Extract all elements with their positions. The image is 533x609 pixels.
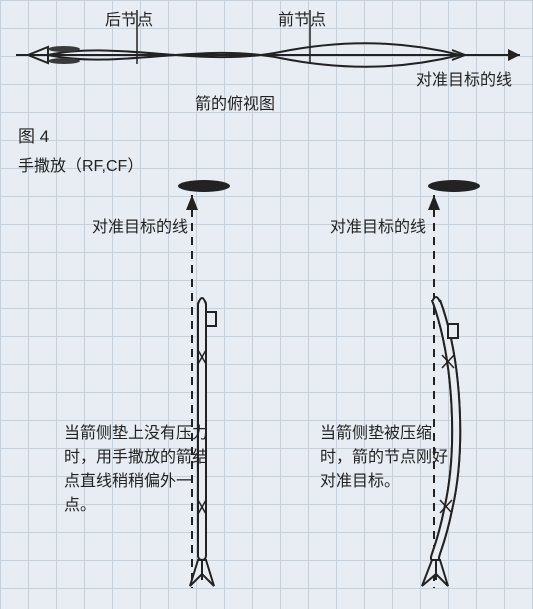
left-target-line-label: 对准目标的线: [92, 213, 188, 237]
left-caption: 当箭侧垫上没有压力时，用手撒放的箭结点直线稍稍偏外一点。: [64, 422, 214, 518]
top-view-caption: 箭的俯视图: [195, 90, 275, 114]
right-target-line-label: 对准目标的线: [330, 213, 426, 237]
target-line-label-top: 对准目标的线: [416, 66, 512, 90]
rear-node-label: 后节点: [105, 6, 153, 30]
front-node-label: 前节点: [278, 6, 326, 30]
figure-number-label: 图 4: [18, 122, 49, 147]
right-caption: 当箭侧垫被压缩时，箭的节点刚好对准目标。: [320, 422, 450, 494]
